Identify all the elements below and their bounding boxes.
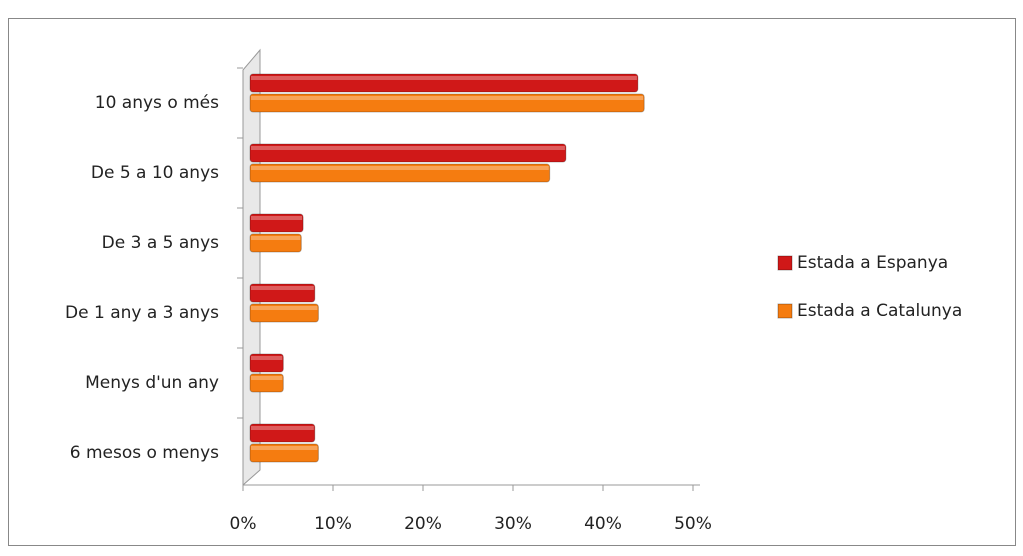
x-tick-label: 20% <box>404 514 442 534</box>
y-tick-label: De 1 any a 3 anys <box>65 303 219 323</box>
bar-highlight <box>251 356 283 360</box>
bar-highlight <box>251 236 301 240</box>
y-tick-label: 10 anys o més <box>95 93 219 113</box>
legend-swatch <box>777 255 793 271</box>
x-tick-label: 40% <box>584 514 622 534</box>
bar-highlight <box>251 376 283 380</box>
bar-highlight <box>251 446 318 450</box>
bar <box>249 73 639 93</box>
bar <box>249 163 551 183</box>
bar <box>249 443 319 463</box>
y-tick-label: De 3 a 5 anys <box>102 233 219 253</box>
bar <box>249 303 319 323</box>
bar-highlight <box>251 76 637 80</box>
bar-highlight <box>251 216 303 220</box>
bar-highlight <box>251 166 549 170</box>
bar <box>249 143 567 163</box>
bar <box>249 423 316 443</box>
x-tick-label: 30% <box>494 514 532 534</box>
y-tick-label: De 5 a 10 anys <box>91 163 219 183</box>
bar-highlight <box>251 306 318 310</box>
bar <box>249 353 284 373</box>
bar <box>249 93 645 113</box>
bar <box>249 213 304 233</box>
bar-highlight <box>251 426 314 430</box>
bar-highlight <box>251 286 314 290</box>
bar-highlight <box>251 96 644 100</box>
legend-swatch <box>777 303 793 319</box>
bar <box>249 373 284 393</box>
legend-label: Estada a Catalunya <box>797 301 962 321</box>
x-tick-label: 0% <box>230 514 257 534</box>
x-tick-label: 10% <box>314 514 352 534</box>
x-tick-label: 50% <box>674 514 712 534</box>
legend-label: Estada a Espanya <box>797 253 948 273</box>
axis-wall <box>242 48 261 487</box>
bar-highlight <box>251 146 565 150</box>
bar <box>249 283 316 303</box>
y-tick-label: 6 mesos o menys <box>70 443 219 463</box>
y-tick-label: Menys d'un any <box>85 373 219 393</box>
bar <box>249 233 302 253</box>
